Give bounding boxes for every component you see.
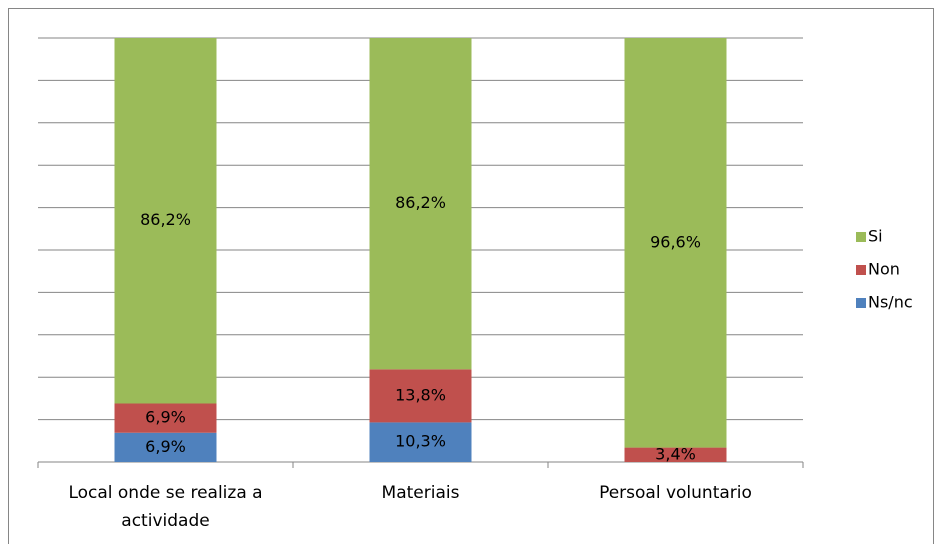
legend-swatch [856, 265, 866, 275]
x-tick-label: Local onde se realiza a actividade [68, 483, 263, 531]
bar-segment [114, 403, 217, 433]
data-label: 13,8% [395, 385, 446, 404]
bar-segment [114, 38, 217, 404]
bar-segment [114, 432, 217, 462]
data-label: 6,9% [145, 437, 186, 456]
x-tick-label: Materiais [381, 483, 460, 503]
data-label: 10,3% [395, 432, 446, 451]
legend-swatch [856, 298, 866, 308]
legend-swatch [856, 232, 866, 242]
data-label: 96,6% [650, 232, 701, 251]
bar-segment [369, 369, 472, 423]
bar-segment [369, 38, 472, 370]
data-label: 3,4% [655, 444, 696, 463]
chart-border [8, 8, 934, 544]
data-label: 86,2% [395, 193, 446, 212]
legend-label: Ns/nc [868, 293, 913, 312]
bar-segment [369, 422, 472, 462]
legend-label: Non [868, 260, 900, 279]
x-tick-label: Persoal voluntario [599, 483, 752, 503]
legend-label: Si [868, 227, 883, 246]
bar-segment [624, 447, 727, 462]
bar-segment [624, 38, 727, 448]
data-label: 6,9% [145, 408, 186, 427]
data-label: 86,2% [140, 210, 191, 229]
